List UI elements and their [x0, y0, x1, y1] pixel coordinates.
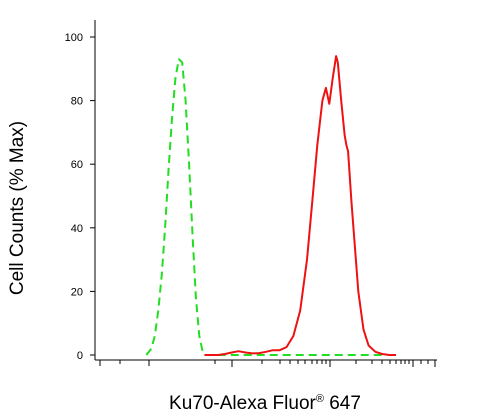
- x-axis-title: Ku70-Alexa Fluor® 647: [169, 393, 361, 414]
- series-line-2: [204, 55, 396, 356]
- y-tick-label: 0: [77, 350, 83, 362]
- series-layer: [145, 55, 396, 356]
- y-tick-label: 100: [65, 32, 83, 44]
- y-tick-label: 80: [71, 96, 83, 108]
- y-tick-label: 40: [71, 223, 83, 235]
- y-tick-label: 20: [71, 286, 83, 298]
- series-line-1: [145, 58, 386, 356]
- x-axis-title-tail: 647: [324, 393, 361, 414]
- x-axis-title-sup: ®: [316, 393, 324, 405]
- ticks: 0 20 40 60 80 100: [65, 32, 436, 367]
- y-tick-label: 60: [71, 159, 83, 171]
- axes: [94, 20, 437, 361]
- y-axis-title: Cell Counts (% Max): [7, 121, 28, 295]
- x-axis-title-main: Ku70-Alexa Fluor: [169, 393, 316, 414]
